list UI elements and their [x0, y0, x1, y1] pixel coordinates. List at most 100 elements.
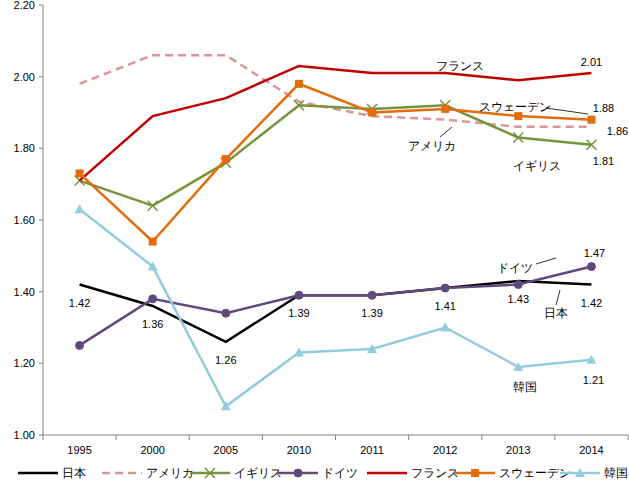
x-tick-label: 2000: [140, 444, 164, 456]
x-tick: [335, 435, 336, 440]
series: [80, 66, 592, 181]
y-tick: [39, 291, 43, 292]
x-tick: [43, 435, 44, 440]
data-label: 1.39: [361, 307, 382, 319]
y-tick: [39, 435, 43, 436]
marker: [222, 155, 230, 163]
x-tick-label: 2010: [287, 444, 311, 456]
series-annotation: アメリカ: [408, 139, 456, 153]
data-label: 1.42: [69, 297, 90, 309]
plot-area: [75, 55, 597, 410]
marker: [513, 133, 523, 143]
data-label: 1.21: [583, 374, 604, 386]
marker: [587, 263, 595, 271]
x-tick-label: 2012: [433, 444, 457, 456]
marker: [149, 238, 157, 246]
series-line: [80, 267, 592, 346]
leader-line: [546, 108, 588, 114]
chart: 1.001.201.401.601.802.002.20199520002005…: [0, 0, 629, 484]
series-annotation: フランス: [436, 59, 484, 73]
x-tick: [189, 435, 190, 440]
legend-label: 韓国: [604, 466, 628, 480]
legend-label: アメリカ: [146, 466, 194, 480]
series-line: [80, 84, 592, 242]
marker: [148, 262, 158, 271]
leader-line: [440, 127, 452, 137]
legend-label: フランス: [411, 466, 459, 480]
marker: [368, 291, 376, 299]
data-label: 1.42: [581, 297, 602, 309]
marker: [294, 348, 304, 357]
labels: 1.42 1.36 1.26 1.39 1.39 1.41 1.43 1.42 1.86 1.81…: [69, 56, 628, 394]
marker: [514, 281, 522, 289]
y-tick-label: 2.00: [14, 71, 35, 83]
series-line: [80, 66, 592, 181]
y-tick-label: 1.40: [14, 286, 35, 298]
x-tick: [481, 435, 482, 440]
data-label: 1.88: [593, 102, 614, 114]
legend-line: [18, 472, 58, 475]
series: [75, 204, 597, 410]
data-label: 1.43: [508, 293, 529, 305]
series-annotation: 日本: [544, 306, 568, 320]
series-line: [80, 209, 592, 406]
y-tick-label: 1.80: [14, 142, 35, 154]
data-label: 1.47: [584, 247, 605, 259]
x-tick-label: 2013: [506, 444, 530, 456]
x-tick-label: 2011: [360, 444, 384, 456]
marker: [513, 362, 523, 371]
x-tick: [262, 435, 263, 440]
data-label: 1.39: [288, 307, 309, 319]
x-tick-label: 2014: [579, 444, 603, 456]
y-tick: [39, 76, 43, 77]
y-tick: [39, 148, 43, 149]
marker: [295, 80, 303, 88]
series-line: [80, 281, 592, 342]
marker: [295, 291, 303, 299]
y-tick-label: 1.60: [14, 214, 35, 226]
series-annotation: イギリス: [513, 159, 561, 173]
marker: [441, 105, 449, 113]
x-tick: [116, 435, 117, 440]
marker: [76, 169, 84, 177]
series-annotation: ドイツ: [497, 261, 533, 275]
marker: [149, 295, 157, 303]
legend-label: イギリス: [234, 466, 282, 480]
series: [76, 80, 596, 246]
x-tick: [554, 435, 555, 440]
series-annotation: 韓国: [513, 380, 537, 394]
leader-line: [556, 290, 560, 305]
data-label: 1.36: [142, 318, 163, 330]
data-label: 1.86: [607, 125, 628, 137]
y-tick-label: 1.00: [14, 429, 35, 441]
marker: [75, 204, 85, 213]
series-annotation: スウェーデン: [479, 100, 551, 114]
series: [80, 281, 592, 342]
marker: [367, 344, 377, 353]
marker: [294, 100, 304, 110]
data-label: 1.26: [215, 354, 236, 366]
marker: [441, 284, 449, 292]
x-tick-label: 1995: [67, 444, 91, 456]
marker: [76, 341, 84, 349]
legend: 日本アメリカイギリスドイツフランススウェーデン韓国: [18, 466, 628, 480]
marker: [222, 309, 230, 317]
y-tick-label: 1.20: [14, 357, 35, 369]
series: [76, 263, 596, 350]
y-tick: [39, 220, 43, 221]
marker: [587, 116, 595, 124]
y-tick: [39, 5, 43, 6]
marker: [205, 468, 215, 478]
data-label: 1.41: [434, 300, 455, 312]
marker: [586, 140, 596, 150]
data-label: 2.01: [581, 56, 602, 68]
data-label: 1.81: [593, 155, 614, 167]
marker: [575, 468, 585, 477]
legend-label: ドイツ: [322, 466, 358, 480]
legend-line: [102, 472, 142, 475]
x-tick: [408, 435, 409, 440]
marker: [368, 109, 376, 117]
x-tick-label: 2005: [214, 444, 238, 456]
marker: [294, 469, 302, 477]
legend-label: 日本: [62, 466, 86, 480]
